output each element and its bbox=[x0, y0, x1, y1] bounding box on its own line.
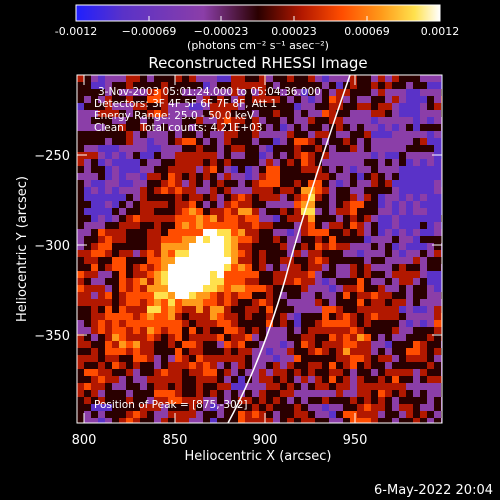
colorbar bbox=[75, 4, 441, 22]
x-tick-label: 950 bbox=[343, 433, 368, 448]
colorbar-tick-label: −0.00023 bbox=[194, 25, 249, 38]
x-tick-label: 900 bbox=[253, 433, 278, 448]
colorbar-tick-label: −0.00069 bbox=[122, 25, 177, 38]
y-tick-label: −250 bbox=[34, 149, 70, 164]
y-axis-label: Heliocentric Y (arcsec) bbox=[15, 176, 30, 322]
axis-ticks bbox=[77, 75, 442, 423]
colorbar-tick-label: -0.0012 bbox=[55, 25, 97, 38]
colorbar-ticks bbox=[75, 16, 441, 21]
colorbar-unit-label: (photons cm⁻² s⁻¹ asec⁻²) bbox=[187, 39, 329, 52]
annotation-energy-range: Energy Range: 25.0 - 50.0 keV bbox=[94, 110, 255, 122]
y-tick-label: −300 bbox=[34, 239, 70, 254]
footer-date: 6-May-2022 20:04 bbox=[374, 483, 493, 498]
y-tick-label: −350 bbox=[34, 329, 70, 344]
peak-position-label: Position of Peak = [875,-302] bbox=[94, 399, 248, 411]
annotation-time-range: 3-Nov-2003 05:01:24.000 to 05:04:36.000 bbox=[98, 86, 321, 98]
annotation-detectors: Detectors: 3F 4F 5F 6F 7F 8F, Att 1 bbox=[94, 98, 277, 110]
x-axis-label: Heliocentric X (arcsec) bbox=[185, 449, 332, 464]
solar-limb-line bbox=[227, 75, 351, 423]
x-tick-label: 850 bbox=[163, 433, 188, 448]
plot-frame bbox=[76, 74, 443, 424]
colorbar-tick-label: 0.00023 bbox=[271, 25, 317, 38]
plot-title: Reconstructed RHESSI Image bbox=[148, 54, 367, 72]
colorbar-tick-label: 0.0012 bbox=[421, 25, 460, 38]
x-tick-label: 800 bbox=[72, 433, 97, 448]
annotation-clean-counts: Clean Total counts: 4.21E+03 bbox=[94, 122, 263, 134]
reconstructed-image bbox=[77, 75, 442, 423]
colorbar-tick-label: 0.00069 bbox=[344, 25, 390, 38]
